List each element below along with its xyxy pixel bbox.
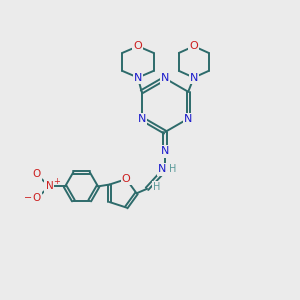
Text: O: O — [122, 174, 130, 184]
Text: N: N — [137, 114, 146, 124]
Text: −: − — [24, 193, 32, 202]
Text: N: N — [190, 73, 198, 82]
Text: N: N — [134, 73, 142, 82]
Text: O: O — [189, 41, 198, 51]
Text: N: N — [184, 114, 192, 124]
Text: N: N — [161, 73, 169, 83]
Text: O: O — [33, 169, 41, 179]
Text: O: O — [33, 193, 41, 203]
Text: H: H — [153, 182, 160, 192]
Text: +: + — [53, 177, 60, 186]
Text: N: N — [158, 164, 166, 174]
Text: N: N — [161, 146, 169, 157]
Text: H: H — [169, 164, 177, 174]
Text: N: N — [46, 182, 53, 191]
Text: O: O — [134, 41, 142, 51]
